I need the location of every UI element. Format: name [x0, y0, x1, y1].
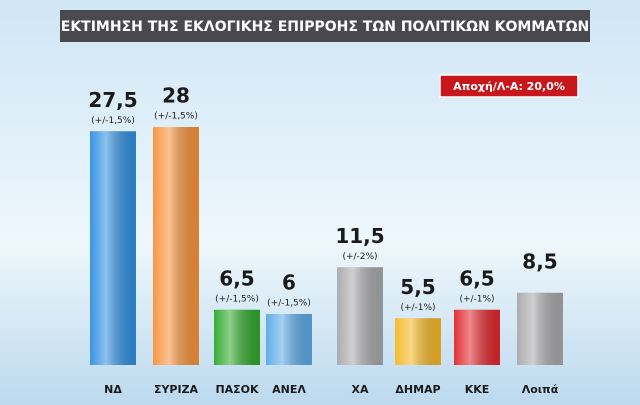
annotation-box — [439, 74, 579, 98]
value-label: 8,5 — [522, 249, 557, 273]
x-tick-label: ΠΑΣΟΚ — [215, 383, 259, 396]
title-banner — [60, 10, 590, 42]
margin-label: (+/-1,5%) — [91, 116, 135, 126]
x-tick-label: Λοιπά — [522, 383, 559, 396]
bar-shine — [153, 127, 199, 365]
margin-label: (+/-1,5%) — [215, 294, 259, 304]
value-label: 28 — [162, 84, 190, 108]
bar-shine — [517, 292, 563, 365]
bar-shine — [266, 314, 312, 365]
x-tick-label: ΧΑ — [352, 383, 369, 396]
value-label: 6,5 — [459, 266, 494, 290]
x-tick-label: ΚΚΕ — [465, 383, 490, 396]
bar-shine — [454, 309, 500, 365]
margin-label: (+/-2%) — [342, 252, 377, 262]
annotation: Αποχή/Λ-Α: 20,0% — [453, 80, 565, 93]
x-tick-label: ΑΝΕΛ — [272, 383, 306, 396]
margin-label: (+/-1,5%) — [267, 299, 311, 309]
value-label: 11,5 — [335, 224, 384, 248]
value-label: 6,5 — [219, 266, 254, 290]
margin-label: (+/-1,5%) — [154, 112, 198, 122]
margin-label: (+/-1%) — [459, 294, 494, 304]
bar-shine — [214, 309, 260, 365]
bar-shine — [337, 267, 383, 365]
chart-title: ΕΚΤΙΜΗΣΗ ΤΗΣ ΕΚΛΟΓΙΚΗΣ ΕΠΙΡΡΟΗΣ ΤΩΝ ΠΟΛΙ… — [61, 19, 589, 35]
value-label: 6 — [282, 271, 296, 295]
bar-shine — [395, 318, 441, 365]
x-tick-label: ΔΗΜΑΡ — [395, 383, 440, 396]
margin-label: (+/-1%) — [400, 303, 435, 313]
x-tick-label: ΝΔ — [104, 383, 122, 396]
x-tick-label: ΣΥΡΙΖΑ — [154, 383, 199, 396]
value-label: 5,5 — [400, 275, 435, 299]
bar-shine — [90, 131, 136, 365]
value-label: 27,5 — [88, 88, 137, 112]
